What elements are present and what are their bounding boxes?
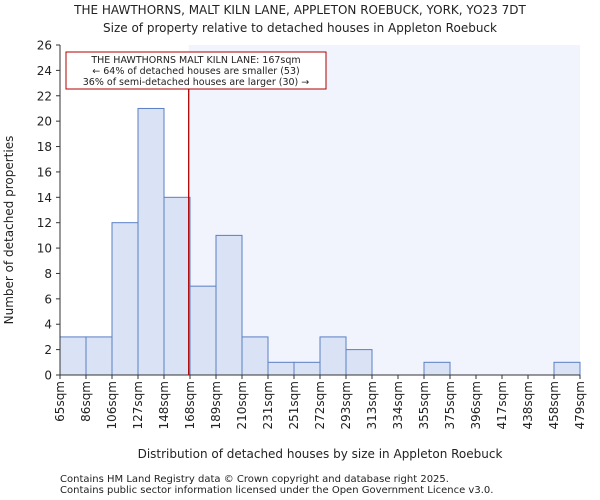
x-tick-label: 272sqm	[313, 381, 327, 429]
footer-line-2: Contains public sector information licen…	[60, 485, 493, 496]
x-tick-label: 334sqm	[391, 381, 405, 429]
annotation-line-1: THE HAWTHORNS MALT KILN LANE: 167sqm	[90, 55, 300, 66]
x-tick-label: 293sqm	[339, 381, 353, 429]
y-tick-label: 24	[37, 64, 52, 78]
footer-line-1: Contains HM Land Registry data © Crown c…	[60, 474, 449, 485]
annotation-line-2: ← 64% of detached houses are smaller (53…	[92, 66, 299, 77]
highlight-region	[188, 45, 580, 375]
x-tick-label: 375sqm	[443, 381, 457, 429]
annotation-line-3: 36% of semi-detached houses are larger (…	[83, 77, 310, 88]
annotation-box: THE HAWTHORNS MALT KILN LANE: 167sqm ← 6…	[65, 51, 327, 90]
bar-210sqm	[241, 336, 269, 376]
y-tick-label: 8	[44, 267, 52, 281]
x-tick-label: 396sqm	[469, 381, 483, 429]
x-tick-label: 355sqm	[417, 381, 431, 429]
x-tick-label: 106sqm	[105, 381, 119, 429]
x-tick-label: 417sqm	[495, 381, 509, 429]
x-tick-label: 189sqm	[209, 381, 223, 429]
y-tick-label: 16	[37, 165, 52, 179]
y-tick-label: 4	[44, 318, 52, 332]
y-tick-label: 20	[37, 115, 52, 129]
x-tick-label: 438sqm	[521, 381, 535, 429]
x-ticks-group: 65sqm 86sqm 106sqm 127sqm 148sqm 168sqm 189sqm…	[53, 375, 587, 429]
bar-272sqm	[319, 336, 347, 376]
y-tick-label: 0	[44, 369, 52, 383]
x-axis-label: Distribution of detached houses by size …	[138, 447, 503, 461]
bar-231sqm	[267, 361, 295, 376]
bar-189sqm	[215, 234, 243, 376]
chart-subtitle: Size of property relative to detached ho…	[103, 21, 497, 35]
x-tick-label: 86sqm	[79, 381, 93, 422]
y-tick-label: 22	[37, 89, 52, 103]
x-tick-label: 479sqm	[573, 381, 587, 429]
x-tick-label: 168sqm	[183, 381, 197, 429]
x-tick-label: 231sqm	[261, 381, 275, 429]
chart-title: THE HAWTHORNS, MALT KILN LANE, APPLETON …	[73, 3, 526, 17]
bar-355sqm	[423, 361, 451, 376]
x-tick-label: 251sqm	[287, 381, 301, 429]
x-tick-label: 148sqm	[157, 381, 171, 429]
y-tick-label: 10	[37, 242, 52, 256]
bar-148sqm	[163, 196, 191, 376]
bar-293sqm	[345, 349, 373, 376]
bar-251sqm	[293, 361, 321, 376]
x-tick-label: 127sqm	[131, 381, 145, 429]
x-tick-label: 65sqm	[53, 381, 67, 422]
x-tick-label: 458sqm	[547, 381, 561, 429]
bar-458sqm	[553, 361, 581, 376]
x-tick-label: 313sqm	[365, 381, 379, 429]
bar-106sqm	[111, 222, 139, 376]
y-tick-label: 26	[37, 39, 52, 53]
y-axis-label: Number of detached properties	[2, 136, 16, 325]
bars-group	[59, 107, 581, 376]
bar-86sqm	[85, 336, 113, 376]
y-tick-label: 6	[44, 292, 52, 306]
bar-168sqm	[189, 285, 217, 376]
annotation-border	[65, 51, 327, 90]
y-tick-label: 2	[44, 343, 52, 357]
x-tick-label: 210sqm	[235, 381, 249, 429]
y-tick-label: 12	[37, 216, 52, 230]
y-tick-label: 14	[37, 191, 52, 205]
bar-127sqm	[137, 107, 165, 376]
y-tick-label: 18	[37, 140, 52, 154]
bar-65sqm	[59, 336, 87, 376]
